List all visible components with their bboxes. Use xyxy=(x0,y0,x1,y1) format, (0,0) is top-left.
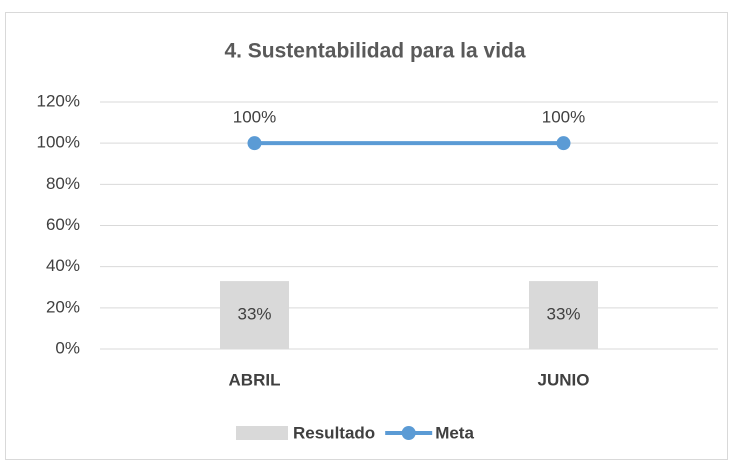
bar xyxy=(529,281,598,349)
bar xyxy=(220,281,289,349)
data-label: 33% xyxy=(237,305,271,324)
data-label: 100% xyxy=(542,108,585,127)
chart-title: 4. Sustentabilidad para la vida xyxy=(224,40,525,63)
y-tick-label: 20% xyxy=(46,297,80,316)
legend-marker xyxy=(401,426,416,440)
legend-label: Meta xyxy=(435,423,474,442)
y-tick-label: 80% xyxy=(46,174,80,193)
y-tick-label: 120% xyxy=(37,91,80,110)
y-tick-label: 100% xyxy=(37,133,80,152)
legend-label: Resultado xyxy=(293,423,375,442)
x-tick-label: JUNIO xyxy=(538,370,590,389)
data-label: 33% xyxy=(546,305,580,324)
x-tick-label: ABRIL xyxy=(229,370,281,389)
chart-border xyxy=(5,12,728,460)
y-tick-label: 40% xyxy=(46,256,80,275)
y-tick-label: 60% xyxy=(46,215,80,234)
marker xyxy=(556,136,571,151)
marker xyxy=(247,136,262,151)
y-tick-label: 0% xyxy=(55,338,80,357)
data-label: 100% xyxy=(233,108,276,127)
legend-swatch xyxy=(236,426,288,440)
